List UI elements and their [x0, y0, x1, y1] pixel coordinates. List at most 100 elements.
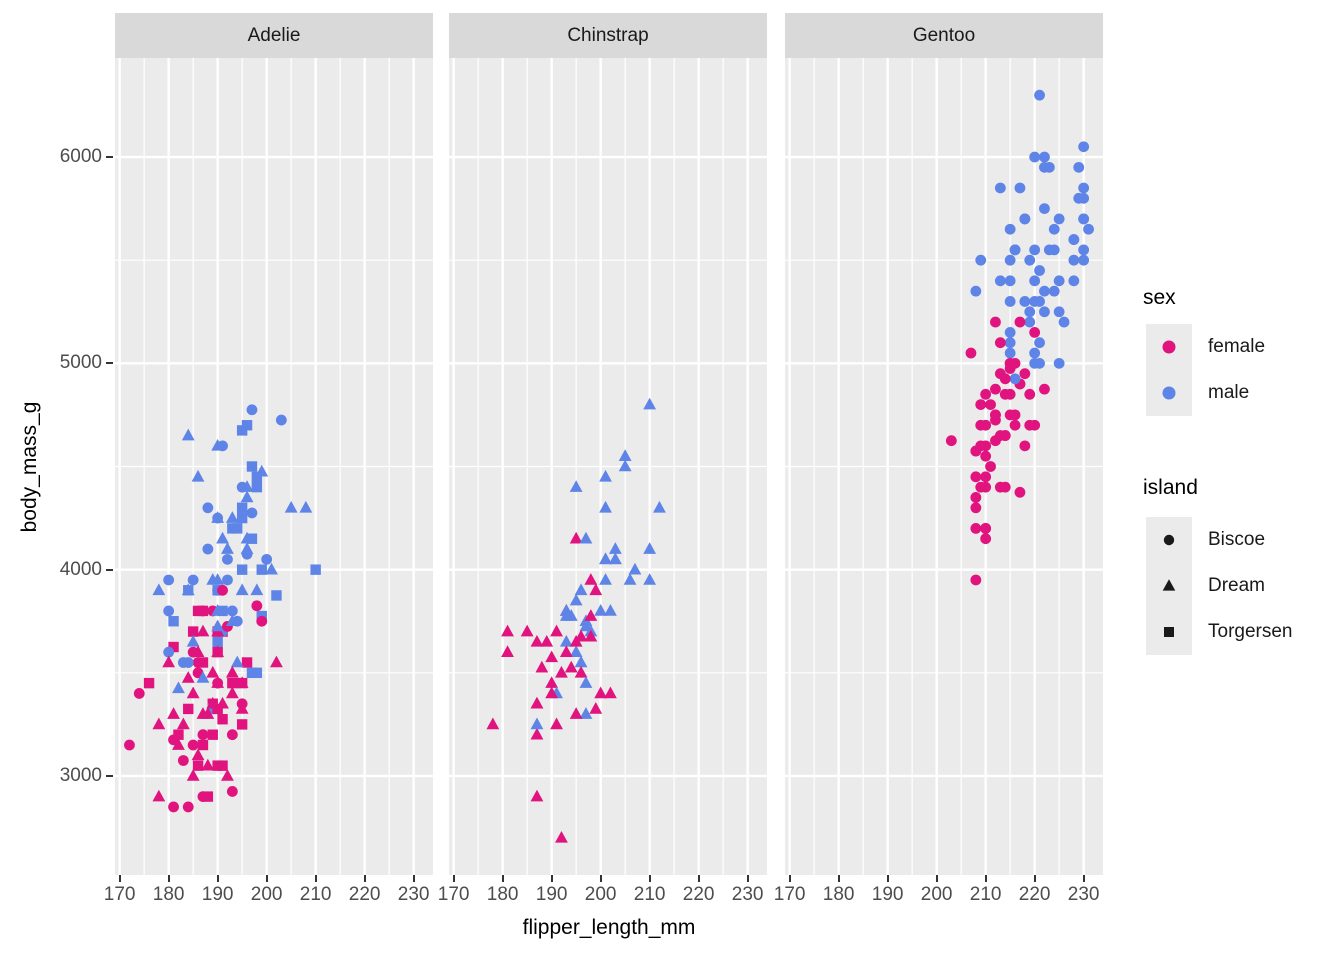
- data-point: [1053, 357, 1065, 369]
- x-axis-title: flipper_length_mm: [522, 916, 696, 939]
- data-point: [163, 605, 175, 617]
- data-point: [192, 657, 204, 668]
- x-tick-mark: [501, 875, 504, 882]
- data-point: [197, 791, 209, 803]
- male-point-icon: [1162, 386, 1176, 400]
- data-point: [1078, 141, 1090, 153]
- legend-key-female: [1146, 324, 1192, 370]
- data-point: [1014, 486, 1026, 498]
- x-tick-label: 170: [437, 884, 470, 905]
- x-tick-mark: [412, 875, 415, 882]
- data-point: [564, 660, 578, 673]
- data-point: [599, 573, 612, 585]
- data-point: [1078, 244, 1090, 256]
- x-tick-mark: [697, 875, 700, 882]
- data-point: [623, 573, 637, 585]
- data-point: [196, 707, 210, 719]
- data-point: [256, 564, 267, 575]
- data-point: [216, 696, 229, 709]
- data-point: [550, 624, 563, 637]
- data-point: [643, 573, 657, 585]
- data-point: [530, 696, 544, 709]
- data-point: [240, 531, 254, 544]
- x-tick-mark: [167, 875, 170, 882]
- data-point: [628, 562, 642, 575]
- data-point: [1068, 254, 1080, 266]
- data-point: [177, 755, 189, 766]
- data-point: [1048, 223, 1060, 235]
- data-point: [1029, 151, 1041, 163]
- y-tick-label: 5000: [59, 352, 102, 374]
- data-point: [172, 681, 185, 694]
- data-point: [1004, 388, 1016, 400]
- data-point: [980, 471, 992, 483]
- data-point: [192, 760, 204, 771]
- data-point: [143, 677, 155, 689]
- data-point: [196, 671, 210, 683]
- data-point: [569, 593, 583, 606]
- data-point: [970, 492, 982, 503]
- data-point: [227, 677, 238, 689]
- data-point: [225, 686, 239, 699]
- data-point: [1014, 182, 1026, 194]
- data-point: [579, 531, 593, 544]
- y-tick-mark: [106, 156, 113, 159]
- facet-strip-adelie: Adelie: [115, 13, 433, 58]
- data-point: [225, 614, 239, 627]
- data-point: [1029, 244, 1041, 256]
- data-point: [241, 420, 253, 431]
- data-point: [1053, 306, 1065, 318]
- x-tick-label: 210: [299, 884, 332, 905]
- data-point: [604, 686, 617, 699]
- data-point: [211, 619, 225, 632]
- x-tick-mark: [216, 875, 219, 882]
- data-point: [990, 316, 1001, 328]
- data-point: [530, 634, 544, 647]
- data-point: [197, 605, 209, 617]
- data-point: [501, 624, 514, 637]
- data-point: [1004, 347, 1016, 359]
- x-tick-label: 170: [103, 884, 136, 905]
- female-point-icon: [1162, 340, 1176, 354]
- data-point: [226, 605, 238, 617]
- data-point: [250, 583, 264, 596]
- data-point: [1009, 244, 1021, 256]
- x-tick-mark: [265, 875, 268, 882]
- data-point: [217, 605, 228, 617]
- x-tick-mark: [837, 875, 840, 882]
- data-point: [999, 481, 1011, 493]
- data-point: [1024, 306, 1036, 318]
- data-point: [569, 480, 583, 492]
- data-point: [584, 573, 598, 585]
- data-point: [970, 285, 982, 297]
- data-point: [1029, 347, 1041, 359]
- data-point: [1034, 296, 1045, 307]
- data-point: [1004, 326, 1016, 338]
- data-point: [1024, 254, 1036, 266]
- data-point: [1078, 213, 1090, 225]
- data-point: [186, 634, 200, 647]
- data-point: [965, 347, 977, 359]
- legend-key-biscoe: [1146, 517, 1192, 563]
- data-point: [604, 604, 617, 616]
- panel-adelie: [115, 58, 433, 875]
- data-point: [251, 481, 263, 493]
- data-point: [970, 471, 982, 483]
- data-point: [545, 650, 559, 663]
- data-point: [206, 696, 220, 709]
- data-point: [206, 665, 220, 678]
- data-point: [1039, 285, 1050, 297]
- data-point: [1034, 89, 1045, 101]
- x-tick-label: 190: [201, 884, 234, 905]
- data-point: [970, 574, 982, 586]
- data-point: [501, 645, 514, 657]
- x-tick-mark: [363, 875, 366, 882]
- data-point: [186, 686, 200, 699]
- data-point: [643, 542, 657, 554]
- square-shape-icon: [1164, 627, 1174, 637]
- data-point: [246, 533, 258, 544]
- x-tick-mark: [886, 875, 889, 882]
- y-axis-title: body_mass_g: [18, 401, 41, 533]
- data-point: [1024, 316, 1036, 328]
